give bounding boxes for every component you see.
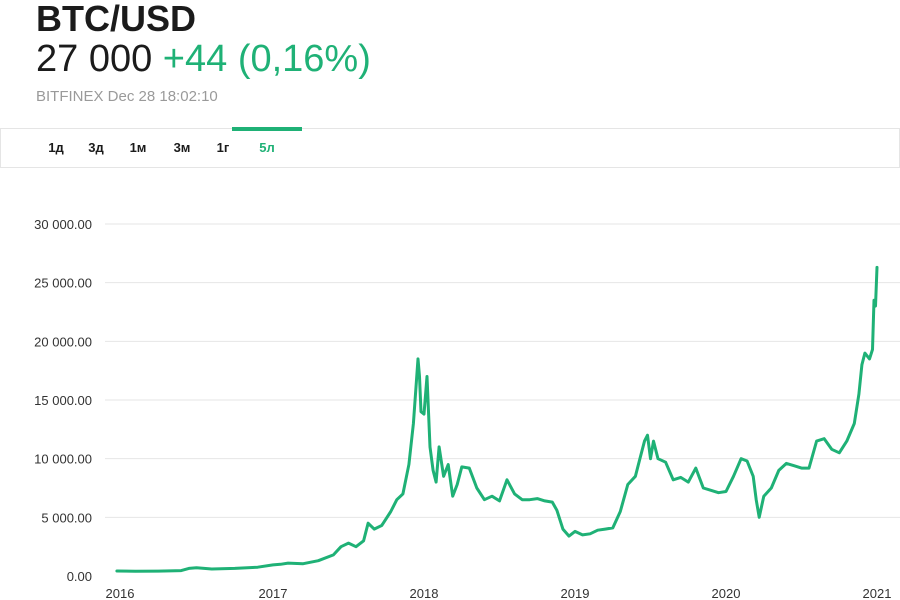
last-price: 27 000 — [36, 38, 153, 80]
series-layer — [115, 265, 879, 573]
y-tick-label: 5 000.00 — [41, 510, 92, 525]
tab-label: 3д — [88, 140, 104, 155]
y-tick-label: 10 000.00 — [34, 452, 92, 467]
quote-line: 27 000 +44 (0,16%) — [36, 38, 371, 81]
header-divider — [0, 128, 900, 129]
x-tick-label: 2021 — [863, 586, 892, 600]
grid-lines — [105, 223, 900, 518]
x-tick-label: 2017 — [259, 586, 288, 600]
y-tick-label: 30 000.00 — [34, 217, 92, 232]
tab-3m[interactable]: 3м — [160, 129, 204, 167]
active-tab-indicator — [232, 127, 302, 131]
y-axis: 0.00 5 000.00 10 000.00 15 000.00 20 000.00 2… — [34, 217, 92, 584]
tab-label: 5л — [259, 140, 275, 155]
tabs-divider — [0, 167, 900, 168]
x-tick-label: 2019 — [561, 586, 590, 600]
symbol-title: BTC/USD — [36, 0, 196, 39]
x-axis: 2016 2017 2018 2019 2020 2021 — [106, 586, 892, 600]
price-line — [115, 265, 879, 573]
tab-5y[interactable]: 5л — [232, 127, 302, 167]
tab-label: 1д — [48, 140, 64, 155]
x-tick-label: 2018 — [410, 586, 439, 600]
tab-label: 1м — [129, 140, 147, 155]
exchange-timestamp: BITFINEX Dec 28 18:02:10 — [36, 88, 218, 105]
tab-label: 1г — [216, 140, 230, 155]
y-tick-label: 15 000.00 — [34, 393, 92, 408]
price-chart: 0.00 5 000.00 10 000.00 15 000.00 20 000.00 2… — [34, 217, 900, 600]
price-change: +44 (0,16%) — [162, 38, 371, 80]
tab-1m[interactable]: 1м — [116, 129, 160, 167]
quote-header: BTC/USD 27 000 +44 (0,16%) BITFINEX Dec … — [0, 0, 900, 128]
tab-1d[interactable]: 1д — [36, 129, 76, 167]
y-tick-label: 20 000.00 — [34, 334, 92, 349]
x-tick-label: 2016 — [106, 586, 135, 600]
tab-3d[interactable]: 3д — [76, 129, 116, 167]
tab-1y[interactable]: 1г — [204, 129, 242, 167]
tabs-frame-left — [0, 128, 1, 168]
period-tabs: 1д 3д 1м 3м 1г 5л — [36, 127, 302, 167]
y-tick-label: 0.00 — [67, 569, 92, 584]
tab-label: 3м — [173, 140, 191, 155]
x-tick-label: 2020 — [712, 586, 741, 600]
y-tick-label: 25 000.00 — [34, 276, 92, 291]
